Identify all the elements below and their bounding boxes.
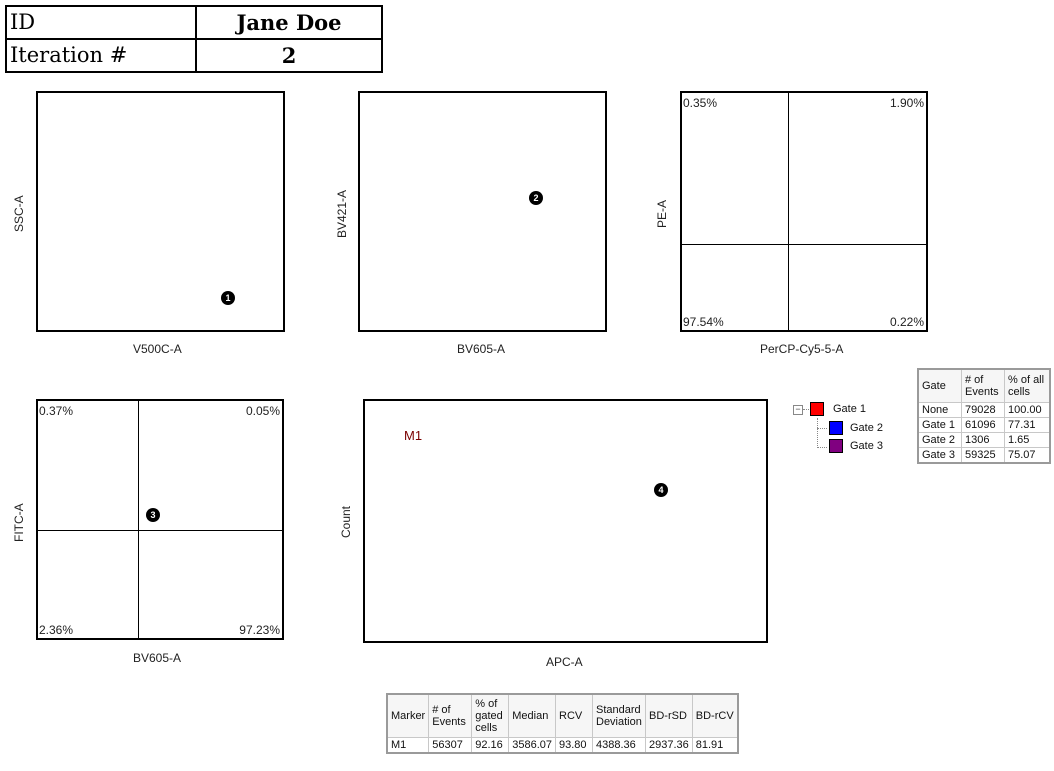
plot3-xlabel: PerCP-Cy5-5-A: [760, 342, 844, 356]
plot3-ylabel: PE-A: [655, 199, 669, 228]
iteration-row: Iteration # 2: [5, 38, 383, 73]
table-row: Gate 2 1306 1.65: [917, 432, 1051, 448]
table-row: M1 56307 92.16 3586.07 93.80 4388.36 293…: [386, 737, 739, 754]
plot1-ylabel: SSC-A: [12, 195, 26, 232]
plot3-quadrant-hline[interactable]: [682, 244, 926, 245]
cell: 61096: [961, 417, 1005, 433]
iteration-value: 2: [195, 38, 383, 73]
gate-statistics-table: Gate # of Events % of all cells None 790…: [917, 368, 1051, 464]
cell: Gate 1: [917, 417, 962, 433]
plot4-xlabel: BV605-A: [133, 651, 182, 665]
tree-connector-vertical: [817, 418, 818, 448]
gate-hierarchy: − Gate 1 Gate 2 Gate 3: [793, 402, 903, 454]
plot4-quadrant-vline[interactable]: [138, 401, 139, 638]
cell: 4388.36: [592, 737, 646, 754]
cell: M1: [386, 737, 430, 754]
annotation-badge-1: 1: [221, 291, 235, 305]
marker-statistics-table: Marker # of Events % of gated cells Medi…: [386, 693, 739, 754]
col-marker: Marker: [386, 693, 430, 738]
gate-1-color-swatch[interactable]: [810, 402, 824, 416]
plot3-quadrant-ur: 1.90%: [889, 96, 924, 110]
cell: Gate 3: [917, 447, 962, 464]
plot2-frame[interactable]: [358, 91, 607, 332]
cell: 79028: [961, 402, 1005, 418]
col-bd-rcv: BD-rCV: [691, 693, 739, 738]
id-value: Jane Doe: [195, 5, 383, 40]
plot1-frame[interactable]: [36, 91, 285, 332]
cell: Gate 2: [917, 432, 962, 448]
cell: 77.31: [1004, 417, 1051, 433]
annotation-badge-3: 3: [146, 508, 160, 522]
gate-3-color-swatch[interactable]: [829, 439, 843, 453]
histogram-frame[interactable]: [363, 399, 768, 643]
annotation-badge-2: 2: [529, 191, 543, 205]
plot3-quadrant-ll: 97.54%: [683, 315, 724, 329]
tree-connector: [803, 409, 809, 410]
cell: None: [917, 402, 962, 418]
gate-2-color-swatch[interactable]: [829, 421, 843, 435]
plot3-frame[interactable]: 0.35% 1.90% 97.54% 0.22%: [680, 91, 928, 332]
cell: 3586.07: [508, 737, 556, 754]
table-row: Gate 3 59325 75.07: [917, 447, 1051, 464]
plot4-quadrant-ul: 0.37%: [39, 404, 74, 418]
col-events: # of Events: [961, 368, 1005, 403]
col-pct-gated: % of gated cells: [471, 693, 510, 738]
marker-table-header: Marker # of Events % of gated cells Medi…: [386, 693, 739, 738]
col-rcv: RCV: [555, 693, 593, 738]
cell: 75.07: [1004, 447, 1051, 464]
cell: 81.91: [691, 737, 739, 754]
plot4-quadrant-hline[interactable]: [38, 530, 282, 531]
plot4-frame[interactable]: 0.37% 0.05% 2.36% 97.23%: [36, 399, 284, 640]
marker-m1-label: M1: [404, 428, 423, 443]
col-pct-all: % of all cells: [1004, 368, 1051, 403]
plot4-quadrant-lr: 97.23%: [239, 623, 280, 637]
histogram-xlabel: APC-A: [546, 655, 583, 669]
cell: 92.16: [471, 737, 510, 754]
iteration-label: Iteration #: [5, 38, 197, 73]
annotation-badge-4: 4: [654, 483, 668, 497]
col-bd-rsd: BD-rSD: [645, 693, 693, 738]
plot4-ylabel: FITC-A: [12, 503, 26, 542]
col-sd: Standard Deviation: [592, 693, 646, 738]
table-row: None 79028 100.00: [917, 402, 1051, 418]
plot2-ylabel: BV421-A: [335, 189, 349, 238]
plot4-quadrant-ur: 0.05%: [245, 404, 280, 418]
plot4-quadrant-ll: 2.36%: [39, 623, 74, 637]
cell: 93.80: [555, 737, 593, 754]
tree-item-gate-1[interactable]: Gate 1: [833, 403, 867, 415]
id-label: ID: [5, 5, 197, 40]
col-gate: Gate: [917, 368, 962, 403]
cell: 2937.36: [645, 737, 693, 754]
plot3-quadrant-vline[interactable]: [788, 93, 789, 330]
tree-connector-2: [817, 428, 827, 429]
cell: 1.65: [1004, 432, 1051, 448]
collapse-toggle-icon[interactable]: −: [793, 405, 803, 415]
cell: 1306: [961, 432, 1005, 448]
col-median: Median: [508, 693, 556, 738]
plot3-quadrant-lr: 0.22%: [889, 315, 924, 329]
id-table: ID Jane Doe Iteration # 2: [5, 5, 383, 73]
table-row: Gate 1 61096 77.31: [917, 417, 1051, 433]
cell: 100.00: [1004, 402, 1051, 418]
id-row: ID Jane Doe: [5, 5, 383, 40]
cell: 56307: [428, 737, 473, 754]
tree-item-gate-3[interactable]: Gate 3: [850, 440, 884, 452]
plot2-xlabel: BV605-A: [457, 342, 506, 356]
plot3-quadrant-ul: 0.35%: [683, 96, 718, 110]
tree-item-gate-2[interactable]: Gate 2: [850, 422, 884, 434]
plot1-xlabel: V500C-A: [133, 342, 182, 356]
gate-table-header: Gate # of Events % of all cells: [917, 368, 1051, 403]
histogram-ylabel: Count: [339, 505, 353, 538]
col-events: # of Events: [428, 693, 473, 738]
cell: 59325: [961, 447, 1005, 464]
tree-connector-3: [817, 447, 827, 448]
